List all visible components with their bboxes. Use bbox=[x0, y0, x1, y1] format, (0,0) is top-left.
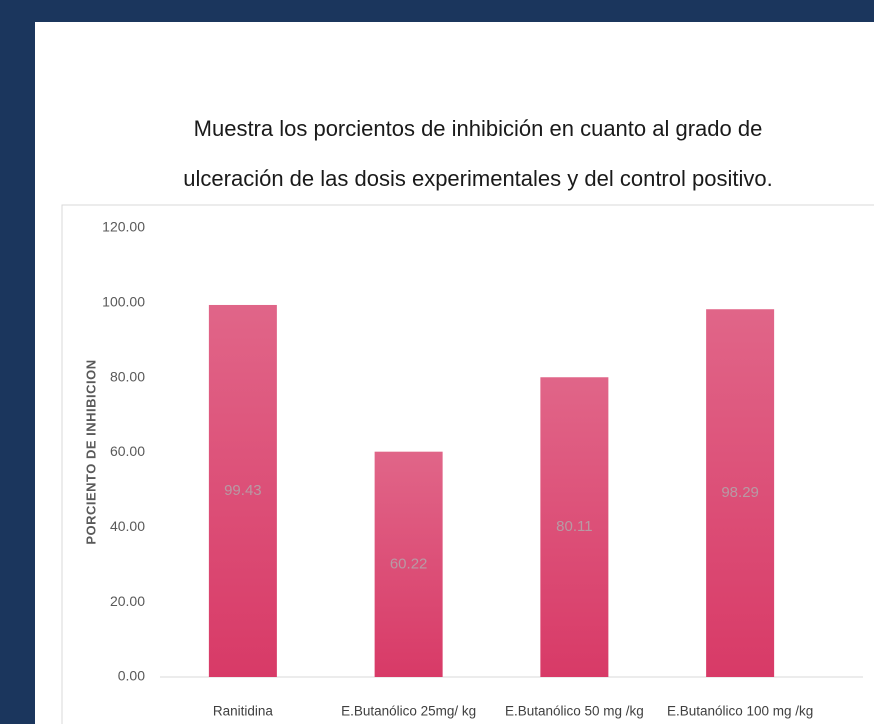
x-tick-label: Ranitidina bbox=[213, 704, 274, 719]
y-tick-label: 40.00 bbox=[110, 518, 145, 534]
chart-title: ulceración de las dosis experimentales y… bbox=[183, 166, 772, 191]
x-tick-label: E.Butanólico 100 mg /kg bbox=[667, 704, 813, 719]
y-tick-label: 20.00 bbox=[110, 593, 145, 609]
data-label: 80.11 bbox=[556, 518, 592, 535]
chart-border bbox=[61, 204, 874, 724]
y-axis-label: PORCIENTO DE INHIBICION bbox=[83, 359, 98, 544]
y-tick-label: 100.00 bbox=[102, 294, 145, 310]
data-label: 98.29 bbox=[721, 484, 759, 501]
bar bbox=[706, 309, 775, 677]
y-tick-label: 120.00 bbox=[102, 219, 145, 235]
x-tick-label: E.Butanólico 50 mg /kg bbox=[505, 704, 644, 719]
bar bbox=[374, 451, 443, 677]
y-tick-label: 80.00 bbox=[110, 368, 145, 384]
bar bbox=[208, 304, 277, 677]
chart-title: Muestra los porcientos de inhibición en … bbox=[194, 116, 763, 141]
x-tick-label: E.Butanólico 25mg/ kg bbox=[341, 704, 476, 719]
data-label: 60.22 bbox=[390, 555, 428, 572]
y-tick-label: 0.00 bbox=[118, 668, 145, 684]
y-tick-label: 60.00 bbox=[110, 443, 145, 459]
data-label: 99.43 bbox=[224, 482, 262, 499]
bar bbox=[540, 377, 609, 677]
